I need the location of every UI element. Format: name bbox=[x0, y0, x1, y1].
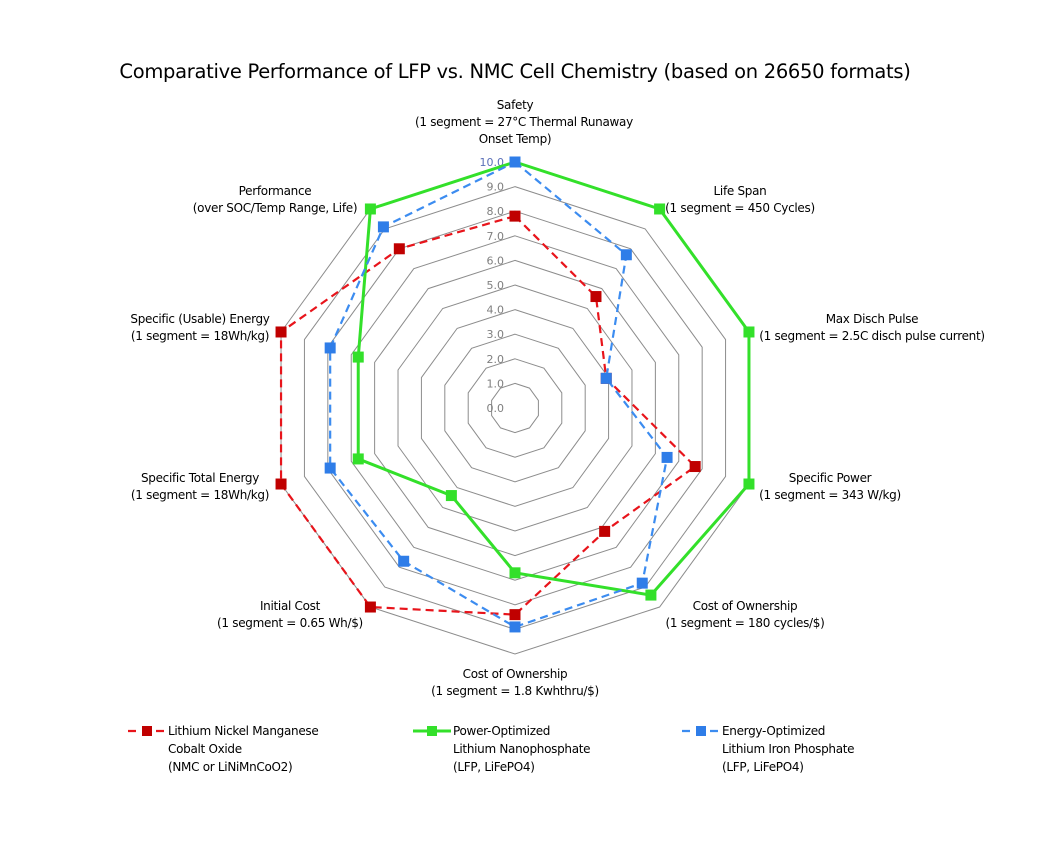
series-line bbox=[356, 160, 751, 597]
data-point-marker bbox=[364, 203, 376, 215]
grid-ring bbox=[350, 235, 680, 581]
data-point-marker bbox=[275, 478, 287, 490]
tick-label: 0.0 bbox=[487, 402, 505, 415]
data-point-marker bbox=[364, 601, 376, 613]
legend-text: (NMC or LiNiMnCoO2) bbox=[168, 760, 293, 774]
data-point-marker bbox=[509, 567, 521, 579]
axis-label-line: Specific Total Energy bbox=[140, 471, 260, 485]
legend-marker bbox=[142, 726, 152, 736]
grid-ring bbox=[420, 309, 610, 507]
tick-label: 7.0 bbox=[487, 230, 505, 243]
series-line bbox=[279, 214, 697, 616]
axis-label-max-disch-pulse: Max Disch Pulse (1 segment = 2.5C disch … bbox=[752, 311, 992, 345]
legend-text: Lithium Nanophosphate bbox=[453, 742, 591, 756]
tick-label: 6.0 bbox=[487, 254, 505, 267]
legend-text: Lithium Iron Phosphate bbox=[722, 742, 855, 756]
data-point-marker bbox=[324, 462, 336, 474]
legend-item-energy-optimized: Energy-Optimized Lithium Iron Phosphate … bbox=[722, 722, 855, 776]
data-point-marker bbox=[645, 589, 657, 601]
data-point-marker bbox=[599, 525, 611, 537]
legend-text: Lithium Nickel Manganese bbox=[168, 724, 319, 738]
grid-ring bbox=[491, 382, 539, 434]
legend-text: (LFP, LiFePO4) bbox=[722, 760, 804, 774]
axis-label-line: Life Span bbox=[713, 184, 767, 198]
tick-label: 4.0 bbox=[487, 304, 505, 317]
data-point-marker bbox=[377, 221, 389, 233]
axis-label-line: (1 segment = 180 cycles/$) bbox=[665, 616, 825, 630]
chart-title: Comparative Performance of LFP vs. NMC C… bbox=[119, 60, 911, 83]
data-point-marker bbox=[398, 555, 410, 567]
axis-label-line: (1 segment = 18Wh/kg) bbox=[130, 329, 270, 343]
axis-label-life-span: Life Span (1 segment = 450 Cycles) bbox=[640, 183, 840, 217]
axis-label-cost-of-ownership-cycles: Cost of Ownership (1 segment = 180 cycle… bbox=[655, 598, 835, 632]
axis-label-line: (1 segment = 1.8 Kwhthru/$) bbox=[431, 684, 599, 698]
tick-label: 8.0 bbox=[487, 205, 505, 218]
legend-item-nmc: Lithium Nickel Manganese Cobalt Oxide (N… bbox=[168, 722, 319, 776]
axis-label-line: Initial Cost bbox=[259, 599, 321, 613]
data-point-marker bbox=[352, 453, 364, 465]
tick-label: 5.0 bbox=[487, 279, 505, 292]
data-point-marker bbox=[636, 577, 648, 589]
legend-text: Energy-Optimized bbox=[722, 724, 826, 738]
axis-label-line: Cost of Ownership bbox=[692, 599, 798, 613]
tick-label: 10.0 bbox=[480, 156, 505, 169]
grid-ring bbox=[397, 284, 633, 532]
grid-ring bbox=[467, 358, 563, 458]
data-point-marker bbox=[275, 326, 287, 338]
legend-text: Cobalt Oxide bbox=[168, 742, 242, 756]
legend-text: Power-Optimized bbox=[453, 724, 551, 738]
axis-label-line: Cost of Ownership bbox=[462, 667, 568, 681]
data-point-marker bbox=[743, 326, 755, 338]
axis-label-line: (1 segment = 2.5C disch pulse current) bbox=[759, 329, 985, 343]
data-point-marker bbox=[590, 291, 602, 303]
axis-label-line: Safety bbox=[496, 98, 534, 112]
data-point-marker bbox=[600, 372, 612, 384]
legend-item-power-optimized: Power-Optimized Lithium Nanophosphate (L… bbox=[453, 722, 591, 776]
tick-label: 1.0 bbox=[487, 377, 505, 390]
axis-label-line: Specific (Usable) Energy bbox=[130, 312, 270, 326]
data-point-marker bbox=[509, 621, 521, 633]
legend-marker bbox=[427, 726, 437, 736]
axis-label-specific-usable-energy: Specific (Usable) Energy (1 segment = 18… bbox=[115, 311, 285, 345]
series-line bbox=[329, 160, 669, 629]
axis-label-line: (1 segment = 343 W/kg) bbox=[759, 488, 901, 502]
legend-text: (LFP, LiFePO4) bbox=[453, 760, 535, 774]
axis-label-line: Specific Power bbox=[788, 471, 872, 485]
data-point-marker bbox=[445, 490, 457, 502]
axis-label-line: (1 segment = 0.65 Wh/$) bbox=[217, 616, 363, 630]
data-point-marker bbox=[393, 243, 405, 255]
axis-label-line: Onset Temp) bbox=[478, 132, 552, 146]
axis-label-line: (1 segment = 27°C Thermal Runaway bbox=[415, 115, 633, 129]
axis-label-specific-total-energy: Specific Total Energy (1 segment = 18Wh/… bbox=[120, 470, 280, 504]
tick-label: 2.0 bbox=[487, 353, 505, 366]
axis-label-specific-power: Specific Power (1 segment = 343 W/kg) bbox=[745, 470, 915, 504]
data-point-marker bbox=[509, 609, 521, 621]
axis-label-line: Max Disch Pulse bbox=[825, 312, 919, 326]
axis-label-line: Performance bbox=[238, 184, 312, 198]
data-point-marker bbox=[509, 210, 521, 222]
axis-label-line: (over SOC/Temp Range, Life) bbox=[192, 201, 358, 215]
tick-label: 9.0 bbox=[487, 181, 505, 194]
data-point-marker bbox=[509, 156, 521, 168]
axis-label-safety: Safety (1 segment = 27°C Thermal Runaway… bbox=[415, 97, 633, 148]
axis-label-line: (1 segment = 450 Cycles) bbox=[665, 201, 815, 215]
tick-label: 3.0 bbox=[487, 328, 505, 341]
data-point-marker bbox=[324, 342, 336, 354]
data-point-marker bbox=[661, 451, 673, 463]
data-point-marker bbox=[689, 461, 701, 473]
data-point-marker bbox=[743, 478, 755, 490]
data-point-marker bbox=[352, 351, 364, 363]
axis-label-cost-of-ownership-kwh: Cost of Ownership (1 segment = 1.8 Kwhth… bbox=[415, 666, 615, 700]
data-point-marker bbox=[620, 249, 632, 261]
axis-label-initial-cost: Initial Cost (1 segment = 0.65 Wh/$) bbox=[205, 598, 375, 632]
legend-marker bbox=[696, 726, 706, 736]
data-point-marker bbox=[654, 203, 666, 215]
grid-ring bbox=[444, 333, 586, 483]
grid-ring bbox=[374, 259, 656, 557]
grid-ring bbox=[327, 210, 703, 606]
axis-label-line: (1 segment = 18Wh/kg) bbox=[130, 488, 270, 502]
axis-label-performance: Performance (over SOC/Temp Range, Life) bbox=[180, 183, 370, 217]
